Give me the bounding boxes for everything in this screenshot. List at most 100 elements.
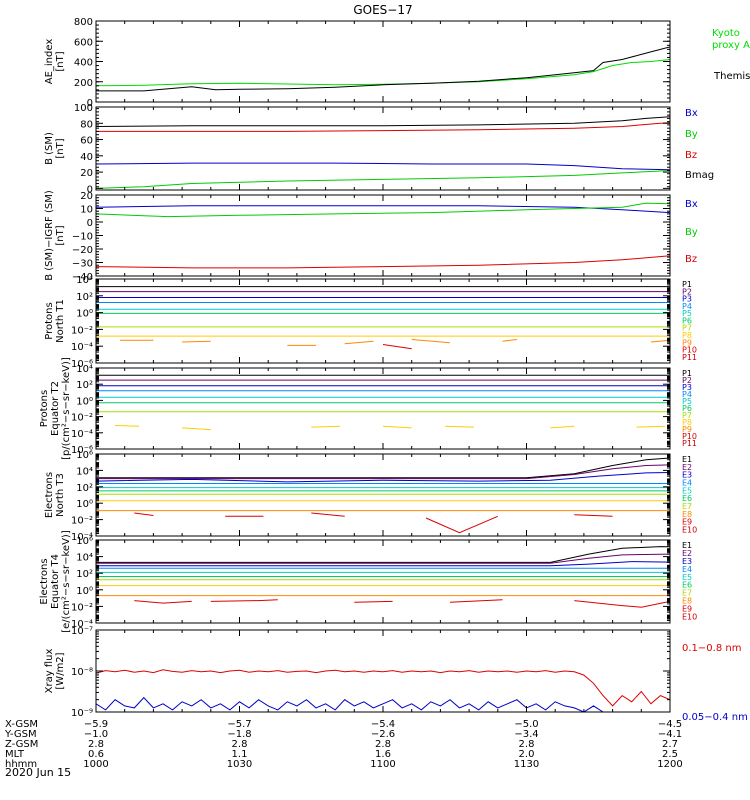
ephemeris-value: −3.4: [514, 729, 538, 740]
ephemeris-row-label: Z-GSM: [5, 739, 38, 750]
panel-xray: 10⁻⁷ 10⁻⁸ 10⁻⁹ Xray flux [W/m2] 0.1−0.8 nm 0.0…: [44, 626, 748, 723]
y-tick-label: 10⁴: [76, 364, 93, 375]
ephemeris-row-label: MLT: [5, 749, 25, 760]
series-line-0: [96, 116, 670, 127]
y-tick-label: 20: [80, 191, 93, 202]
legend-entry: E10: [682, 612, 697, 621]
y-tick-label: −10: [72, 232, 93, 243]
y-tick-label: 10⁻⁴: [71, 532, 93, 543]
series-line-1: [96, 122, 670, 132]
series-line-9: [182, 340, 211, 343]
series-line-11: [445, 425, 474, 428]
legend-entry: 0.05−0.4 nm: [682, 712, 748, 723]
series-line-9: [134, 600, 192, 604]
legend-entry: E7: [682, 502, 692, 511]
ephemeris-value: −1.0: [84, 729, 108, 740]
series-line-16: [382, 344, 412, 350]
series-line-1: [96, 202, 670, 218]
legend-entry: P9: [682, 425, 692, 434]
series-group: [96, 116, 670, 189]
ephemeris-value: 1200: [657, 759, 682, 770]
series-group: [96, 669, 670, 712]
y-axis-label: Equator T2: [50, 381, 61, 436]
y-tick-label: 10⁻²: [71, 413, 93, 424]
y-axis-label: [p/(cm²−s−sr−keV)]: [61, 357, 72, 460]
ephemeris-value: −2.6: [371, 729, 395, 740]
ephemeris-value: −5.4: [371, 719, 395, 730]
y-tick-label: 10⁴: [76, 466, 93, 477]
legend-entry: Themis AE: [713, 71, 750, 82]
y-tick-label: 0: [87, 218, 93, 229]
series-line-9: [311, 425, 340, 428]
y-tick-label: 10⁻²: [71, 325, 93, 336]
y-tick-label: 0: [87, 98, 93, 109]
y-tick-label: 10⁻²: [71, 602, 93, 613]
series-line-15: [708, 340, 732, 342]
ephemeris-value: 1130: [514, 759, 539, 770]
legend-entry: E4: [682, 565, 692, 574]
series-group: [96, 546, 670, 608]
y-axis-label: Xray flux: [44, 649, 55, 694]
y-tick-label: 10⁻⁶: [71, 359, 93, 370]
panel-frame: [95, 453, 671, 537]
legend-entry: E9: [682, 518, 692, 527]
ephemeris-value: 0.6: [88, 749, 104, 760]
ephemeris-row-label: hhmm: [5, 759, 37, 770]
legend-entry: P1: [682, 280, 692, 289]
legend-entry: P11: [682, 353, 697, 362]
panel-b: 0 20 40 60 80 100 B (SM) [nT] Bx By Bz Bmag: [44, 103, 714, 195]
y-tick-label: 0: [87, 184, 93, 195]
ephemeris-value: 2.7: [662, 739, 678, 750]
y-tick-label: 10⁰: [76, 309, 93, 320]
legend-entry: P7: [682, 324, 692, 333]
y-tick-label: 10⁻⁶: [71, 445, 93, 456]
panel-frame: [95, 539, 671, 624]
y-axis-label: [W/m2]: [55, 652, 66, 689]
y-axis-label: Electrons: [39, 558, 50, 604]
y-axis-label: Electrons: [44, 472, 55, 518]
legend-entry: Bmag: [685, 170, 714, 181]
series-group: [96, 374, 670, 431]
legend-entry: P7: [682, 411, 692, 420]
series-line-1: [96, 46, 670, 92]
y-tick-label: 10⁴: [76, 553, 93, 564]
legend-entry: By: [685, 227, 698, 238]
ephemeris-row-label: X-GSM: [5, 719, 38, 730]
y-tick-label: 10⁻²: [71, 516, 93, 527]
y-tick-label: 10⁻⁴: [71, 619, 93, 630]
y-tick-label: −30: [72, 259, 93, 270]
y-tick-label: 600: [74, 37, 93, 48]
chart-title: GOES−17: [353, 3, 412, 17]
legend-entry: P8: [682, 418, 692, 427]
y-tick-label: 10⁰: [76, 499, 93, 510]
series-line-0: [96, 669, 670, 707]
y-tick-label: 100: [74, 103, 93, 114]
legend-entry: Bz: [685, 254, 697, 265]
y-tick-label: 10⁶: [76, 536, 93, 547]
legend-entry: E3: [682, 557, 692, 566]
y-axis-label: AE_index: [44, 39, 55, 85]
legend-entry: E4: [682, 479, 692, 488]
panel-frame: [95, 629, 671, 713]
series-group: [96, 286, 732, 350]
legend-entry: E5: [682, 573, 692, 582]
y-tick-label: −40: [72, 272, 93, 283]
series-line-2: [96, 561, 670, 567]
legend-entry: P2: [682, 287, 692, 296]
ephemeris-value: 2.8: [519, 739, 535, 750]
y-axis-label: B (SM): [44, 132, 55, 165]
series-line-12: [550, 425, 575, 429]
y-tick-label: 10⁶: [76, 450, 93, 461]
series-line-11: [354, 600, 393, 603]
y-tick-label: 40: [80, 152, 93, 163]
legend-entry: E10: [682, 526, 697, 535]
ephemeris-value: 1.1: [232, 749, 248, 760]
legend-entry: Bx: [685, 108, 698, 119]
series-group: [96, 46, 670, 92]
ephemeris-value: 2.8: [88, 739, 104, 750]
date-label: 2020 Jun 15: [5, 766, 71, 779]
series-line-1: [96, 696, 604, 712]
y-axis-label: [nT]: [55, 51, 66, 71]
